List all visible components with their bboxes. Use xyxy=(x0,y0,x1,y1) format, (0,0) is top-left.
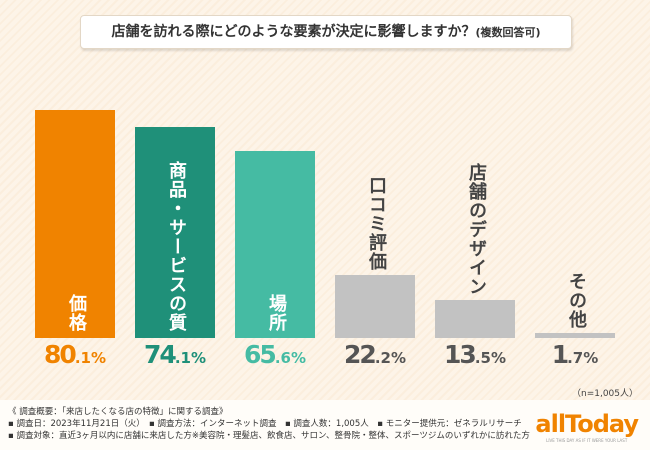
bar xyxy=(435,299,515,338)
bar xyxy=(35,109,115,338)
title-note: (複数回答可) xyxy=(475,26,541,39)
value-label: 22.2% xyxy=(344,340,406,369)
bar xyxy=(335,274,415,338)
bar-label: 価格 xyxy=(66,294,87,332)
value-label: 80.1% xyxy=(44,340,106,369)
value-label: 65.6% xyxy=(244,340,306,369)
bar-label: 店舗のデザイン xyxy=(466,162,487,296)
bar-label: 場所 xyxy=(266,294,287,332)
value-label: 74.1% xyxy=(144,340,206,369)
title-text: 店舗を訪れる際にどのような要素が決定に影響しますか？ xyxy=(111,24,476,40)
bar xyxy=(235,151,315,338)
sample-size: （n=1,005人） xyxy=(571,389,638,399)
bar-chart: 価格 80.1% 商品・サービスの質 74.1% 場所 65.6% 口コミ評価 22.2% 店舗… xyxy=(35,109,615,369)
chart-title: 店舗を訪れる際にどのような要素が決定に影響しますか？(複数回答可) xyxy=(80,15,572,49)
value-label: 1.7% xyxy=(551,340,599,369)
bar xyxy=(535,333,615,338)
footer-line: 《 調査概要：「来店したくなる店の特徴」に関する調査》 xyxy=(8,407,228,417)
bar-label: その他 xyxy=(566,272,587,329)
footer-line: ▪ 調査日：2023年11月21日（火） ▪ 調査方法：インターネット調査 ▪ … xyxy=(8,419,522,429)
bar-label: 口コミ評価 xyxy=(366,175,387,271)
footer-line: ▪ 調査対象：直近3ヶ月以内に店舗に来店した方※美容院・理髪店、飲食店、サロン、… xyxy=(8,431,530,441)
alltoday-logo: allToday LIVE THIS DAY AS IF IT WERE YOUR… xyxy=(535,410,639,443)
bar xyxy=(135,126,215,338)
survey-footer: 《 調査概要：「来店したくなる店の特徴」に関する調査》 ▪ 調査日：2023年1… xyxy=(0,400,650,450)
value-label: 13.5% xyxy=(444,340,506,369)
bar-label: 商品・サービスの質 xyxy=(166,161,187,332)
